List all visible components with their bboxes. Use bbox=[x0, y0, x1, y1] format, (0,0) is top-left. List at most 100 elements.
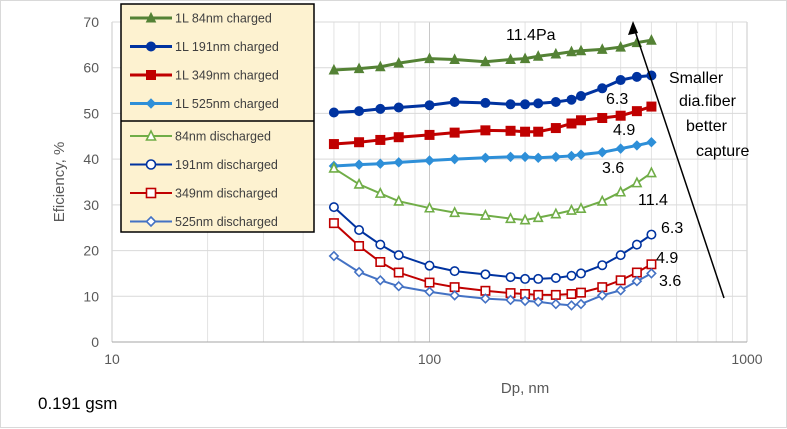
data-point bbox=[145, 129, 157, 141]
x-axis-title: Dp, nm bbox=[501, 380, 549, 397]
data-point bbox=[353, 159, 365, 170]
data-point bbox=[575, 149, 587, 160]
legend-item: 349nm discharged bbox=[130, 187, 278, 201]
data-point bbox=[145, 215, 157, 228]
data-series bbox=[328, 34, 657, 311]
data-point bbox=[575, 115, 586, 126]
data-point bbox=[615, 110, 626, 121]
data-point bbox=[393, 102, 404, 113]
data-point bbox=[615, 143, 626, 154]
data-point bbox=[393, 157, 404, 168]
data-point bbox=[145, 159, 157, 170]
data-point bbox=[424, 52, 435, 64]
data-point bbox=[532, 50, 544, 61]
data-point bbox=[505, 212, 517, 224]
series-84nm-discharged bbox=[328, 161, 657, 225]
legend-label: 1L 525nm charged bbox=[175, 97, 279, 111]
annotation-6-3-charged: 6.3 bbox=[606, 91, 628, 108]
legend-label: 191nm discharged bbox=[175, 158, 278, 172]
data-point bbox=[145, 187, 157, 199]
data-point bbox=[480, 55, 491, 67]
data-point bbox=[424, 277, 435, 288]
data-point bbox=[505, 53, 516, 64]
y-tick-label: 10 bbox=[83, 288, 99, 304]
data-point bbox=[393, 280, 405, 292]
data-point bbox=[354, 225, 365, 236]
series-191nm-discharged bbox=[328, 202, 657, 284]
data-point bbox=[328, 107, 339, 118]
data-point bbox=[575, 44, 587, 56]
data-point bbox=[449, 290, 460, 301]
data-point bbox=[646, 101, 657, 112]
data-point bbox=[505, 125, 516, 136]
annotation-6-3-discharged: 6.3 bbox=[661, 220, 683, 237]
x-tick-label: 100 bbox=[418, 351, 442, 367]
legend-label: 1L 84nm charged bbox=[175, 12, 272, 26]
data-point bbox=[353, 177, 365, 189]
data-point bbox=[480, 293, 491, 304]
data-point bbox=[393, 57, 405, 68]
data-point bbox=[532, 211, 544, 223]
data-point bbox=[505, 272, 516, 283]
data-point bbox=[146, 41, 156, 52]
data-point bbox=[520, 273, 531, 284]
data-point bbox=[550, 47, 562, 59]
arrow-text-line-2: dia.fiber bbox=[679, 93, 737, 110]
data-point bbox=[424, 286, 435, 298]
data-point bbox=[449, 53, 460, 64]
legend-item: 1L 525nm charged bbox=[130, 97, 279, 111]
data-point bbox=[374, 186, 386, 198]
data-point bbox=[505, 294, 516, 306]
legend-item: 191nm discharged bbox=[130, 158, 278, 172]
data-point bbox=[550, 272, 561, 283]
y-axis-title: Eficiency, % bbox=[51, 142, 68, 223]
data-point bbox=[353, 266, 365, 278]
data-point bbox=[575, 268, 586, 279]
legend-item: 525nm discharged bbox=[130, 215, 278, 229]
data-point bbox=[375, 60, 386, 72]
series-349nm-discharged bbox=[328, 218, 657, 300]
basis-weight-note: 0.191 gsm bbox=[38, 394, 117, 413]
data-point bbox=[424, 129, 435, 140]
data-point bbox=[519, 295, 531, 307]
data-point bbox=[566, 150, 577, 162]
arrow-text-line-1: Smaller bbox=[669, 70, 724, 87]
series-1l-84nm-charged bbox=[328, 34, 657, 75]
data-point bbox=[566, 270, 577, 281]
data-point bbox=[519, 52, 531, 64]
data-point bbox=[328, 218, 339, 229]
data-point bbox=[449, 97, 460, 107]
data-point bbox=[631, 140, 643, 151]
data-point bbox=[566, 94, 577, 105]
data-point bbox=[631, 275, 643, 287]
data-point bbox=[449, 206, 461, 218]
annotations: 11.4Pa 6.3 4.9 3.6 11.4 6.3 4.9 3.6 Smal… bbox=[506, 21, 749, 299]
data-point bbox=[596, 43, 608, 54]
data-point bbox=[532, 296, 544, 308]
arrow-text-line-4: capture bbox=[696, 143, 749, 160]
data-point bbox=[615, 185, 627, 197]
trend-arrow-line bbox=[632, 24, 725, 299]
data-point bbox=[615, 75, 626, 86]
data-point bbox=[520, 126, 531, 137]
data-point bbox=[550, 151, 562, 163]
x-tick-label: 10 bbox=[104, 351, 120, 367]
x-tick-label: 1000 bbox=[731, 351, 762, 367]
data-point bbox=[479, 208, 491, 220]
y-tick-label: 20 bbox=[83, 243, 99, 259]
data-point bbox=[597, 260, 608, 271]
data-point bbox=[480, 125, 491, 136]
grid-lines bbox=[111, 21, 748, 342]
data-point bbox=[424, 201, 435, 213]
data-point bbox=[519, 151, 531, 163]
data-point bbox=[550, 289, 561, 300]
data-point bbox=[597, 113, 608, 123]
series-1l-349nm-charged bbox=[328, 101, 657, 150]
data-point bbox=[566, 300, 577, 311]
data-point bbox=[328, 202, 339, 213]
data-point bbox=[575, 202, 587, 214]
data-point bbox=[393, 194, 405, 206]
legend-label: 525nm discharged bbox=[175, 215, 278, 229]
legend-label: 84nm discharged bbox=[175, 130, 271, 144]
